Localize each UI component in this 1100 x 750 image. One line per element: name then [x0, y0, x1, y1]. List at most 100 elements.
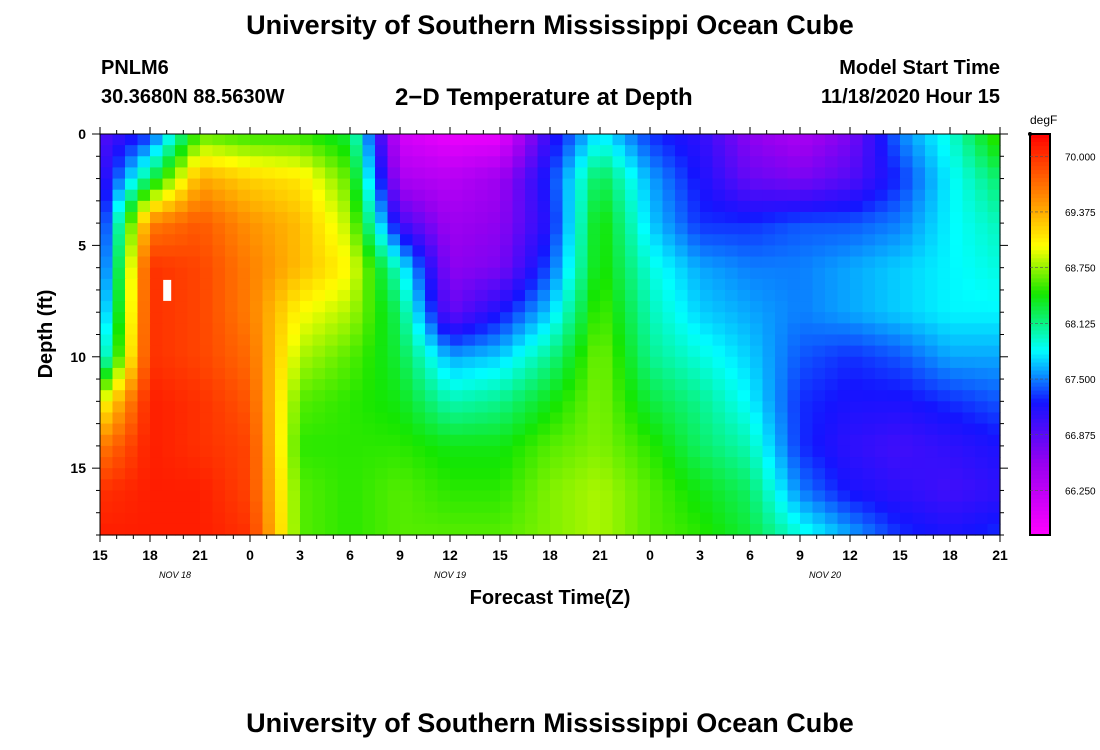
heatmap-cell	[625, 267, 639, 280]
heatmap-cell	[912, 234, 926, 246]
heatmap-cell	[500, 323, 514, 336]
heatmap-cell	[612, 345, 626, 358]
heatmap-cell	[137, 468, 151, 480]
heatmap-cell	[987, 200, 1001, 213]
heatmap-cell	[550, 289, 564, 302]
heatmap-cell	[337, 245, 351, 258]
heatmap-cell	[737, 457, 751, 469]
heatmap-cell	[112, 256, 126, 269]
heatmap-cell	[550, 457, 564, 469]
heatmap-cell	[562, 245, 576, 258]
heatmap-cell	[975, 278, 989, 291]
heatmap-cell	[800, 234, 814, 246]
heatmap-cell	[937, 412, 951, 425]
heatmap-cell	[975, 323, 989, 336]
heatmap-cell	[125, 512, 139, 525]
heatmap-cell	[825, 211, 839, 224]
heatmap-cell	[187, 223, 201, 235]
heatmap-cell	[987, 367, 1001, 380]
heatmap-cell	[425, 390, 439, 402]
heatmap-cell	[787, 301, 801, 313]
heatmap-cell	[800, 145, 814, 157]
heatmap-cell	[162, 312, 176, 324]
heatmap-cell	[462, 223, 476, 235]
heatmap-cell	[325, 156, 339, 169]
heatmap-cell	[100, 267, 114, 280]
heatmap-cell	[612, 490, 626, 503]
heatmap-cell	[437, 479, 451, 492]
colorbar-segment	[1030, 230, 1050, 235]
colorbar-segment	[1030, 526, 1050, 532]
heatmap-cell	[937, 289, 951, 302]
heatmap-cell	[950, 312, 964, 324]
heatmap-cell	[800, 434, 814, 447]
heatmap-cell	[150, 189, 164, 202]
heatmap-cell	[625, 211, 639, 224]
heatmap-cell	[150, 200, 164, 213]
heatmap-cell	[487, 434, 501, 447]
colorbar-segment	[1030, 474, 1050, 480]
heatmap-cell	[450, 234, 464, 246]
heatmap-cell	[250, 512, 264, 525]
heatmap-cell	[437, 156, 451, 169]
heatmap-cell	[550, 390, 564, 402]
heatmap-cell	[437, 301, 451, 313]
heatmap-cell	[775, 457, 789, 469]
heatmap-cell	[612, 523, 626, 536]
heatmap-cell	[575, 278, 589, 291]
heatmap-cell	[962, 512, 976, 525]
heatmap-cell	[762, 200, 776, 213]
heatmap-cell	[362, 356, 376, 369]
heatmap-cell	[587, 334, 601, 347]
heatmap-cell	[837, 401, 851, 414]
heatmap-cell	[837, 200, 851, 213]
heatmap-cell	[437, 267, 451, 280]
heatmap-cell	[825, 167, 839, 180]
heatmap-cell	[400, 479, 414, 492]
colorbar-segment	[1030, 142, 1050, 147]
heatmap-cell	[750, 156, 764, 169]
heatmap-cell	[262, 256, 276, 269]
heatmap-cell	[762, 178, 776, 191]
heatmap-cell	[362, 434, 376, 447]
heatmap-cell	[112, 523, 126, 536]
heatmap-cell	[675, 301, 689, 313]
heatmap-cell	[237, 523, 251, 536]
heatmap-cell	[112, 401, 126, 414]
heatmap-cell	[425, 211, 439, 224]
heatmap-cell	[425, 334, 439, 347]
heatmap-cell	[400, 167, 414, 180]
heatmap-cell	[437, 512, 451, 525]
heatmap-cell	[987, 468, 1001, 480]
heatmap-cell	[437, 200, 451, 213]
heatmap-cell	[237, 289, 251, 302]
heatmap-cell	[437, 490, 451, 503]
heatmap-cell	[925, 278, 939, 291]
heatmap-cell	[262, 245, 276, 258]
heatmap-cell	[875, 145, 889, 157]
heatmap-cell	[450, 245, 464, 258]
colorbar-segment	[1030, 462, 1050, 468]
heatmap-cell	[200, 379, 214, 391]
heatmap-cell	[175, 501, 189, 514]
heatmap-cell	[400, 156, 414, 169]
heatmap-cell	[562, 312, 576, 324]
heatmap-cell	[600, 356, 614, 369]
heatmap-cell	[412, 178, 426, 191]
heatmap-cell	[537, 479, 551, 492]
heatmap-cell	[887, 211, 901, 224]
heatmap-cell	[687, 134, 701, 146]
heatmap-cell	[787, 234, 801, 246]
heatmap-cell	[250, 390, 264, 402]
heatmap-cell	[450, 345, 464, 358]
heatmap-cell	[487, 445, 501, 458]
heatmap-cell	[137, 490, 151, 503]
heatmap-cell	[500, 289, 514, 302]
heatmap-cell	[712, 312, 726, 324]
heatmap-cell	[975, 412, 989, 425]
heatmap-cell	[587, 457, 601, 469]
heatmap-cell	[150, 379, 164, 391]
heatmap-cell	[825, 468, 839, 480]
heatmap-cell	[825, 356, 839, 369]
heatmap-cell	[962, 323, 976, 336]
